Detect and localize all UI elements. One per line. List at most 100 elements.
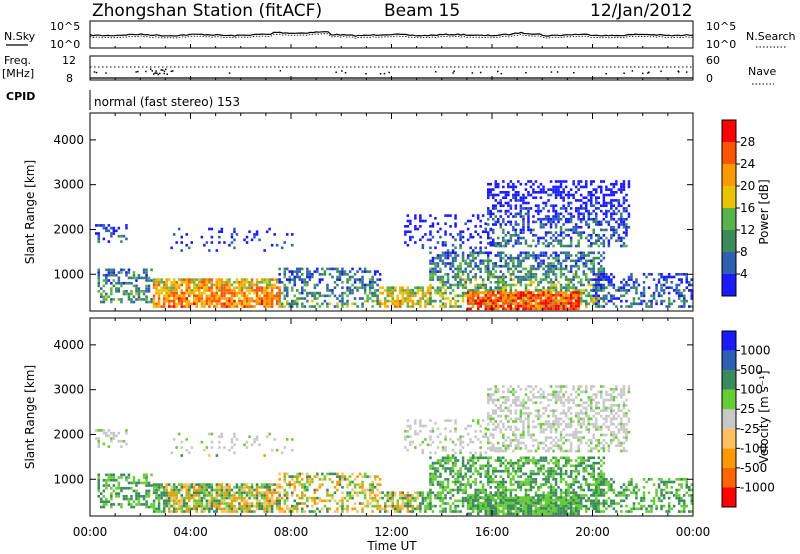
power-cell: [517, 180, 520, 183]
power-cell: [489, 270, 493, 273]
noise-right-tick-low: 10^0: [706, 38, 736, 51]
power-cell: [341, 270, 344, 273]
velocity-cell: [213, 504, 216, 508]
power-cell: [494, 294, 498, 297]
velocity-cell: [532, 480, 535, 484]
velocity-cell: [152, 510, 156, 513]
velocity-cell: [509, 488, 513, 492]
power-cell: [507, 291, 510, 295]
velocity-cell: [223, 496, 226, 500]
power-cell: [471, 235, 475, 239]
power-cell: [288, 275, 292, 279]
power-cell: [592, 188, 596, 191]
power-cell: [441, 291, 445, 295]
power-cell: [245, 235, 249, 239]
power-cell: [351, 291, 354, 295]
power-cell: [527, 254, 530, 257]
velocity-cell: [291, 507, 294, 511]
power-cell: [487, 223, 490, 226]
power-cell: [617, 217, 621, 221]
velocity-cell: [590, 502, 593, 505]
velocity-cell: [288, 486, 292, 489]
power-cell: [444, 254, 447, 257]
power-cell: [489, 243, 493, 247]
velocity-cell: [208, 499, 211, 503]
velocity-cell: [243, 502, 246, 505]
power-cell: [449, 305, 452, 308]
power-cell: [301, 273, 304, 276]
power-cell: [484, 296, 488, 300]
velocity-cell: [127, 486, 131, 490]
power-cell: [474, 256, 477, 260]
velocity-cell: [225, 504, 229, 508]
velocity-cell: [572, 464, 575, 468]
power-cell: [514, 296, 518, 300]
power-cell: [449, 286, 452, 290]
power-cell: [479, 283, 482, 287]
velocity-cell: [250, 486, 254, 489]
power-cell: [494, 264, 498, 268]
power-cell: [514, 304, 518, 308]
power-cell: [444, 233, 447, 236]
velocity-cell: [481, 488, 485, 492]
power-cell: [419, 217, 422, 220]
power-cell: [122, 281, 126, 285]
velocity-cell: [273, 499, 276, 503]
power-cell: [459, 262, 462, 265]
velocity-cell: [321, 483, 324, 486]
velocity-cell: [537, 469, 540, 473]
velocity-cell: [431, 472, 435, 476]
power-cell: [625, 231, 628, 234]
velocity-cell: [198, 499, 201, 503]
velocity-cell: [127, 476, 131, 479]
power-cell: [170, 246, 173, 250]
power-cell: [250, 299, 254, 303]
power-cell: [203, 281, 206, 284]
velocity-cell: [476, 496, 480, 499]
power-cell: [454, 302, 457, 306]
velocity-cell: [265, 486, 269, 489]
power-cell: [135, 279, 138, 282]
power-cell: [517, 264, 520, 268]
power-cell: [338, 294, 342, 298]
power-cell: [554, 307, 558, 311]
velocity-cell: [532, 478, 535, 481]
velocity-cell: [444, 496, 447, 500]
power-cell: [597, 286, 601, 290]
power-cell: [240, 289, 244, 292]
velocity-cell: [504, 467, 508, 470]
velocity-cell: [273, 488, 276, 492]
velocity-cell: [532, 469, 535, 473]
velocity-cell: [471, 464, 475, 468]
velocity-cell: [193, 494, 196, 497]
power-cell: [600, 188, 603, 191]
velocity-cell: [411, 510, 415, 513]
velocity-cell: [567, 494, 570, 497]
velocity-cell: [260, 494, 264, 497]
velocity-cell: [203, 504, 206, 508]
velocity-cell: [507, 461, 510, 465]
power-cell: [363, 291, 367, 295]
power-cell: [524, 291, 528, 294]
power-cell: [296, 302, 299, 306]
velocity-cell: [223, 486, 226, 489]
power-cell: [590, 236, 593, 240]
power-cell: [220, 302, 224, 306]
power-cell: [544, 191, 548, 194]
velocity-cell: [135, 484, 138, 487]
power-cell: [170, 299, 173, 303]
power-cell: [552, 281, 555, 284]
power-cell: [527, 275, 530, 279]
power-cell: [507, 299, 510, 303]
power-cell: [514, 204, 518, 208]
power-cell: [527, 228, 530, 232]
power-cell: [451, 264, 455, 268]
power-cell: [263, 305, 266, 308]
velocity-cell: [326, 510, 329, 513]
velocity-cell: [258, 486, 261, 489]
power-cell: [175, 294, 178, 298]
power-cell: [464, 294, 467, 298]
power-cell: [492, 307, 495, 311]
power-cell: [574, 228, 578, 232]
power-cell: [499, 289, 503, 292]
